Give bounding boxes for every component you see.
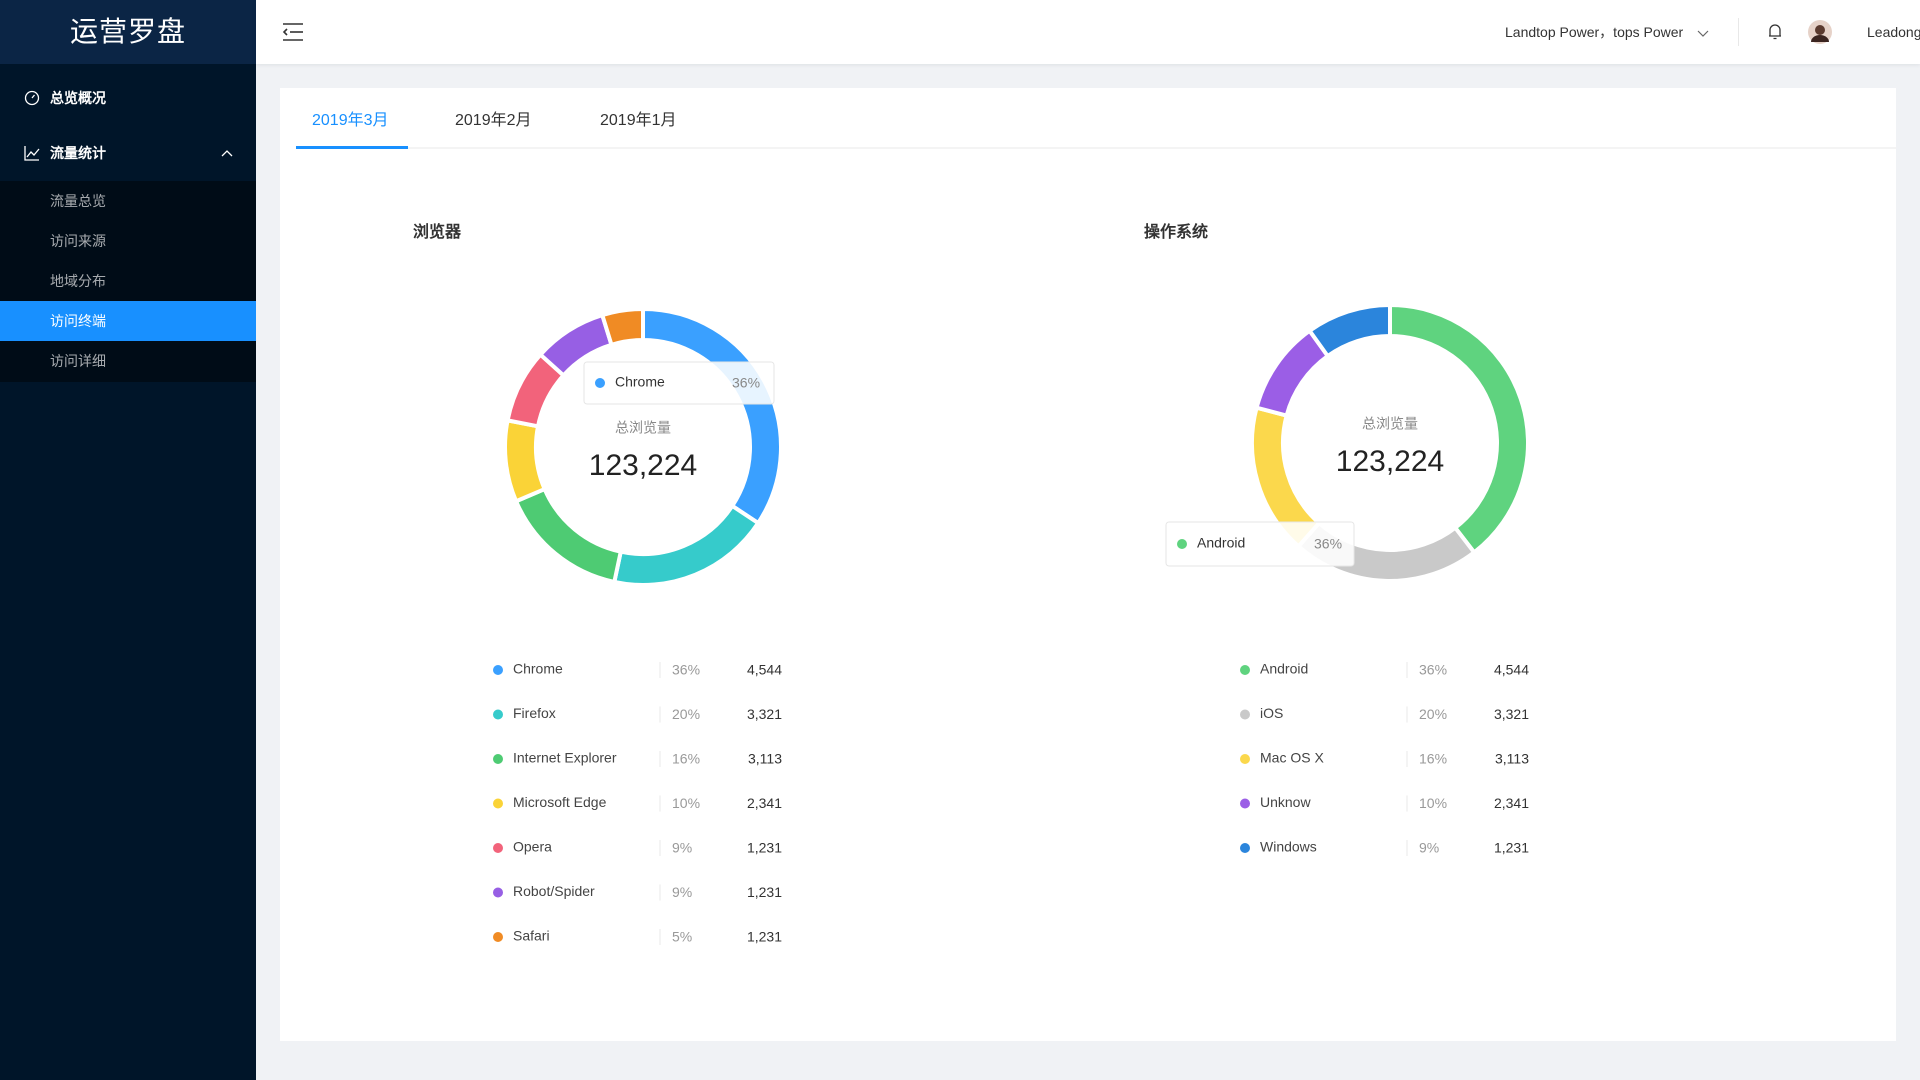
divider [1738,18,1739,46]
legend-percent: 9% [1419,840,1439,856]
center-total: 123,224 [589,449,697,482]
legend-dot [493,709,503,720]
menu-item[interactable]: 流量统计 [0,131,256,175]
legend-count: 3,321 [1494,706,1529,722]
legend-percent: 9% [672,840,692,856]
legend-count: 3,113 [1495,751,1529,767]
legend-name: Unknow [1260,794,1311,810]
legend-dot [1240,709,1250,720]
icon-chart [24,146,40,161]
chart-title: 浏览器 [413,222,462,241]
icon-dropdown[interactable] [1697,30,1709,38]
icon-dashboard [24,90,40,106]
legend-name: Opera [513,839,552,855]
logo: 运营罗盘 [0,0,256,64]
legend-count: 3,321 [747,706,782,722]
legend-name: Robot/Spider [513,883,595,899]
legend-dot [1240,798,1250,809]
donut-segment [1388,302,1530,556]
legend-name: iOS [1260,705,1283,721]
sidebar: 运营罗盘 总览概况 流量统计 流量总览访问来源地域分布访问终端访问详细 [0,0,256,1080]
submenu-item[interactable]: 流量总览 [50,193,106,209]
legend-name: Windows [1260,839,1317,855]
tooltip-value: 36% [732,375,760,391]
legend-name: Firefox [513,705,556,721]
center-label: 总浏览量 [615,420,671,436]
legend-percent: 20% [672,706,700,722]
legend-count: 1,231 [747,884,782,900]
user-name[interactable]: Leadong [1867,24,1920,40]
tooltip-dot [595,378,605,388]
legend-percent: 9% [672,884,692,900]
legend-count: 1,231 [747,840,782,856]
legend-name: Microsoft Edge [513,794,607,810]
center-label: 总浏览量 [1362,416,1418,432]
legend-name: Safari [513,928,550,944]
legend-dot [493,843,503,853]
legend-percent: 16% [672,751,700,767]
tooltip [583,361,775,405]
legend-dot [1240,843,1250,853]
legend-percent: 20% [1419,706,1447,722]
chart-title: 操作系统 [1144,222,1208,241]
donut-segment [503,417,548,504]
icon-menu-toggle[interactable] [281,22,305,42]
center-total: 123,224 [1336,445,1444,478]
account-switch[interactable]: Landtop Power，tops Power [1505,24,1684,40]
legend-count: 2,341 [747,795,782,811]
legend-percent: 36% [672,662,700,678]
menu-label: 流量统计 [50,145,106,161]
submenu-item[interactable]: 访问终端 [0,301,256,341]
legend-count: 4,544 [1494,662,1529,678]
tooltip-value: 36% [1314,536,1342,552]
legend-percent: 36% [1419,662,1447,678]
tab-ink [296,146,408,149]
legend-dot [493,887,503,898]
legend-count: 1,231 [747,929,782,945]
tooltip-name: Android [1197,535,1245,551]
tab[interactable]: 2019年3月 [312,111,389,129]
icon-collapse[interactable] [221,149,233,157]
submenu-item[interactable]: 访问来源 [50,233,106,249]
legend-name: Internet Explorer [513,750,617,766]
donut-segment [1306,302,1392,359]
card-background [280,88,1896,1041]
icon-bell[interactable] [1767,23,1783,41]
avatar[interactable] [1808,20,1832,44]
legend-dot [1240,665,1250,675]
legend-count: 3,113 [748,751,782,767]
legend-percent: 16% [1419,751,1447,767]
legend-dot [1240,754,1250,764]
legend-dot [493,754,503,764]
menu-label: 总览概况 [50,90,106,106]
tab[interactable]: 2019年1月 [600,111,677,129]
legend-percent: 5% [672,929,692,945]
submenu-item[interactable]: 访问详细 [50,353,106,369]
legend-name: Mac OS X [1260,750,1324,766]
legend-count: 1,231 [1494,840,1529,856]
legend-name: Android [1260,661,1308,677]
submenu-item[interactable]: 地域分布 [50,273,106,289]
legend-dot [493,665,503,675]
legend-name: Chrome [513,661,563,677]
tooltip-name: Chrome [615,374,665,390]
tab[interactable]: 2019年2月 [455,111,532,129]
menu-item[interactable]: 总览概况 [0,76,256,120]
header: Landtop Power，tops Power Leadong [256,0,1920,64]
legend-dot [493,932,503,942]
submenu: 流量总览访问来源地域分布访问终端访问详细 [0,181,256,382]
tooltip-dot [1177,539,1187,549]
legend-dot [493,798,503,809]
legend-percent: 10% [1419,795,1447,811]
tooltip [1165,521,1355,567]
legend-count: 2,341 [1494,795,1529,811]
donut-segment [599,306,645,348]
legend-percent: 10% [672,795,700,811]
legend-count: 4,544 [747,662,782,678]
